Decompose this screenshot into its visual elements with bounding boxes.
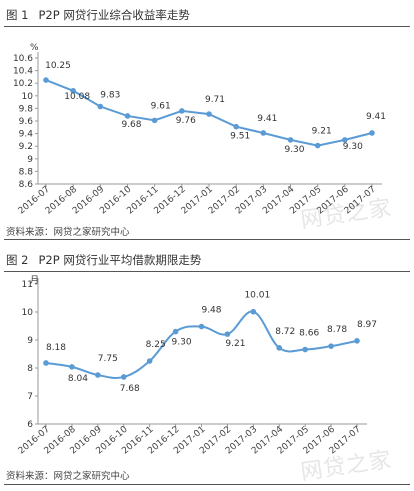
data-point [260,130,267,136]
data-point [198,323,205,330]
series-line [45,310,358,379]
loan-term-line-chart: 月678910112016-072016-082016-092016-10201… [17,275,377,456]
data-point [342,137,348,143]
data-point [43,77,49,83]
data-label: 9.30 [284,145,304,155]
data-point [69,364,75,370]
chart-figure-2: 图 2 P2P 网贷行业平均借款期限走势 网贷之家 月 6 7 8 9 10 11 2016-0… [0,245,414,491]
figure-title-text: P2P 网贷行业平均借款期限走势 [38,253,202,267]
data-point [95,372,101,378]
data-label: 9.30 [172,338,192,348]
data-point [120,374,127,380]
data-label: 7.75 [98,354,118,364]
data-label: 9.21 [225,339,245,349]
y-tick-label: 10 [22,308,34,318]
y-tick-label: 11 [22,280,33,290]
y-tick-label: 9.6 [19,117,34,127]
data-label: 7.68 [120,384,140,394]
y-tick-label: 10.4 [13,67,33,77]
y-tick-label: 9 [27,155,33,165]
figure-number: 图 1 [6,8,29,22]
data-point [70,87,76,94]
data-label: 9.30 [343,142,363,152]
data-label: 8.66 [299,329,319,339]
data-label: 8.18 [46,343,66,353]
y-tick-label: 9 [27,336,33,346]
data-label: 9.51 [230,132,250,142]
data-label: 10.25 [45,61,71,71]
data-label: 10.01 [244,291,270,301]
y-tick-label: 8 [27,364,33,374]
y-tick-label: 9.4 [19,130,34,140]
data-point [369,130,375,136]
data-point [250,308,257,315]
y-tick-label: 10.2 [13,79,33,89]
y-unit-label: % [30,43,39,53]
top-rule [4,26,410,27]
y-tick-label: 8.6 [19,180,34,190]
data-label: 8.72 [275,327,295,337]
data-label: 10.08 [64,92,90,102]
data-label: 9.21 [312,127,332,137]
y-tick-label: 8.8 [19,167,34,177]
data-point [124,113,131,119]
chart-figure-1: 图 1 P2P 网贷行业综合收益率走势 网贷之家 % 8.6 8.8 9 9.2 9.4 9.… [0,0,414,245]
source-note: 资料来源：网贷之家研究中心 [6,227,130,238]
data-label: 8.25 [146,340,166,350]
data-label: 8.78 [327,325,347,335]
data-point [354,338,360,344]
data-point [179,108,185,114]
bottom-rule [4,239,410,240]
data-point [276,345,283,351]
y-tick-label: 10.6 [13,54,33,64]
y-unit-label: 月 [30,275,39,286]
top-rule [4,271,410,272]
y-tick-label: 9.2 [19,142,33,152]
data-label: 9.68 [121,120,141,130]
figure-title-text: P2P 网贷行业综合收益率走势 [38,8,190,22]
y-tick-label: 10 [22,92,34,102]
data-point [146,358,153,364]
y-tick-label: 7 [27,392,33,402]
source-note: 资料来源：网贷之家研究中心 [6,471,130,482]
bottom-rule [4,484,410,485]
data-label: 9.71 [205,95,225,105]
data-point [224,331,231,337]
data-point [302,346,308,353]
data-label: 9.41 [257,114,277,124]
data-point [172,328,179,335]
data-label: 8.97 [357,320,377,330]
data-point [151,117,158,124]
data-label: 8.04 [68,374,88,384]
data-point [97,103,104,110]
data-point [287,137,294,143]
data-point [328,343,334,349]
figure-number: 图 2 [6,253,29,267]
data-label: 9.61 [151,101,171,111]
data-point [314,142,321,149]
figure-title: 图 2 P2P 网贷行业平均借款期限走势 [6,252,201,268]
data-point [206,111,212,117]
y-tick-label: 6 [27,420,33,430]
data-label: 9.83 [100,91,120,101]
yield-line-chart: %8.68.899.29.49.69.81010.210.410.62016-0… [13,43,386,216]
figure-title: 图 1 P2P 网贷行业综合收益率走势 [6,7,190,23]
data-label: 9.76 [176,116,196,126]
data-point [43,360,49,366]
data-label: 9.41 [366,112,386,122]
y-tick-label: 9.8 [19,104,34,114]
data-point [233,123,239,130]
data-label: 9.48 [201,306,221,316]
